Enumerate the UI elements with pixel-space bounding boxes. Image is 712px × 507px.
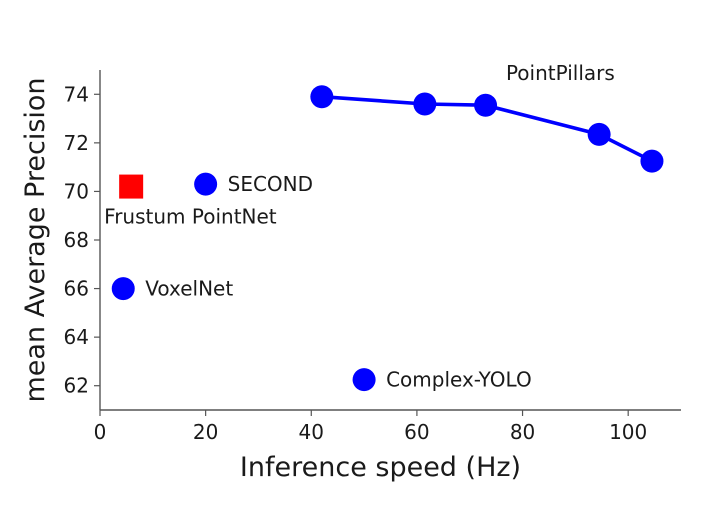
data-point-pointpillars bbox=[587, 122, 611, 146]
annotation-frustum-pointnet: Frustum PointNet bbox=[104, 205, 277, 229]
annotation-layer: PointPillars SECOND VoxelNet Complex-YOLO Fr… bbox=[104, 61, 615, 392]
y-tick-label: 68 bbox=[64, 228, 89, 252]
data-point-pointpillars bbox=[474, 93, 498, 117]
data-point-voxelnet bbox=[111, 277, 135, 301]
annotation-complex-yolo: Complex-YOLO bbox=[386, 368, 532, 392]
data-point-second bbox=[194, 172, 218, 196]
y-axis-ticks: 62 64 66 68 70 72 74 bbox=[64, 82, 100, 398]
y-tick-label: 66 bbox=[64, 277, 89, 301]
x-tick-label: 0 bbox=[94, 420, 107, 444]
annotation-second: SECOND bbox=[228, 172, 313, 196]
series-frustum-pointnet bbox=[119, 174, 144, 199]
series-voxelnet bbox=[111, 277, 135, 301]
data-point-frustum-pointnet bbox=[119, 174, 144, 199]
data-point-complex-yolo bbox=[352, 368, 376, 392]
series-second bbox=[194, 172, 218, 196]
axes: 0 20 40 60 80 100 62 64 66 68 70 72 74 bbox=[64, 70, 681, 444]
y-tick-label: 64 bbox=[64, 325, 89, 349]
data-point-pointpillars bbox=[640, 149, 664, 173]
series-layer bbox=[111, 85, 664, 392]
x-tick-label: 20 bbox=[193, 420, 218, 444]
series-pointpillars bbox=[310, 85, 664, 173]
series-complex-yolo bbox=[352, 368, 376, 392]
y-axis-title: mean Average Precision bbox=[20, 77, 51, 402]
y-tick-label: 74 bbox=[64, 82, 89, 106]
y-tick-label: 70 bbox=[64, 179, 89, 203]
x-axis-ticks: 0 20 40 60 80 100 bbox=[94, 410, 647, 444]
x-tick-label: 100 bbox=[609, 420, 647, 444]
x-tick-label: 40 bbox=[299, 420, 324, 444]
x-axis-title: Inference speed (Hz) bbox=[240, 452, 521, 483]
y-tick-label: 62 bbox=[64, 374, 89, 398]
x-tick-label: 60 bbox=[404, 420, 429, 444]
x-tick-label: 80 bbox=[510, 420, 535, 444]
data-point-pointpillars bbox=[310, 85, 334, 109]
data-point-pointpillars bbox=[413, 92, 437, 116]
y-tick-label: 72 bbox=[64, 131, 89, 155]
annotation-voxelnet: VoxelNet bbox=[145, 277, 233, 301]
annotation-pointpillars: PointPillars bbox=[506, 61, 615, 85]
